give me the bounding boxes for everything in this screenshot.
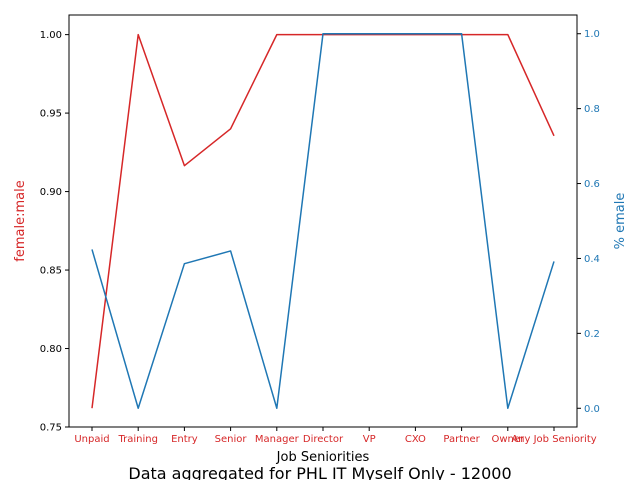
right-tick-label: 1.0 bbox=[584, 29, 600, 40]
right-tick-label: 0.4 bbox=[584, 254, 600, 265]
x-tick-label: Manager bbox=[255, 434, 300, 445]
left-y-axis-label: female:male bbox=[13, 180, 28, 261]
left-tick-label: 0.95 bbox=[40, 109, 62, 120]
x-tick-label: VP bbox=[363, 434, 376, 445]
x-tick-label: Training bbox=[117, 434, 157, 445]
right-tick-label: 0.2 bbox=[584, 329, 600, 340]
left-tick-label: 0.75 bbox=[40, 423, 62, 434]
plot-frame bbox=[68, 14, 578, 428]
left-axis-ticks: 0.75 0.80 0.85 0.90 0.95 1.00 bbox=[40, 30, 69, 434]
right-tick-label: 0.6 bbox=[584, 179, 600, 190]
x-tick-label: Owner bbox=[491, 434, 525, 445]
x-tick-label: Entry bbox=[171, 434, 198, 445]
left-tick-label: 1.00 bbox=[40, 30, 62, 41]
x-axis-ticks: Unpaid Training Entry Senior Manager Director… bbox=[74, 427, 597, 445]
x-tick-label: CXO bbox=[405, 434, 426, 445]
left-tick-label: 0.85 bbox=[40, 266, 62, 277]
chart-footer-caption: Data aggregated for PHL IT Myself Only -… bbox=[128, 464, 511, 480]
x-tick-label: Director bbox=[303, 434, 344, 445]
left-tick-label: 0.90 bbox=[40, 187, 62, 198]
x-tick-label: Partner bbox=[443, 434, 480, 445]
series-line-right bbox=[91, 32, 555, 410]
left-tick-label: 0.80 bbox=[40, 344, 62, 355]
x-axis-label: Job Seniorities bbox=[276, 450, 370, 465]
x-tick-label: Any Job Seniority bbox=[511, 434, 596, 445]
right-tick-label: 0.8 bbox=[584, 104, 600, 115]
right-tick-label: 0.0 bbox=[584, 404, 600, 415]
x-tick-label: Unpaid bbox=[74, 434, 109, 445]
right-axis-ticks: 0.0 0.2 0.4 0.6 0.8 1.0 bbox=[577, 29, 600, 415]
right-y-axis-label: % emale bbox=[613, 193, 628, 250]
x-tick-label: Senior bbox=[215, 434, 248, 445]
chart-marks bbox=[91, 32, 555, 410]
